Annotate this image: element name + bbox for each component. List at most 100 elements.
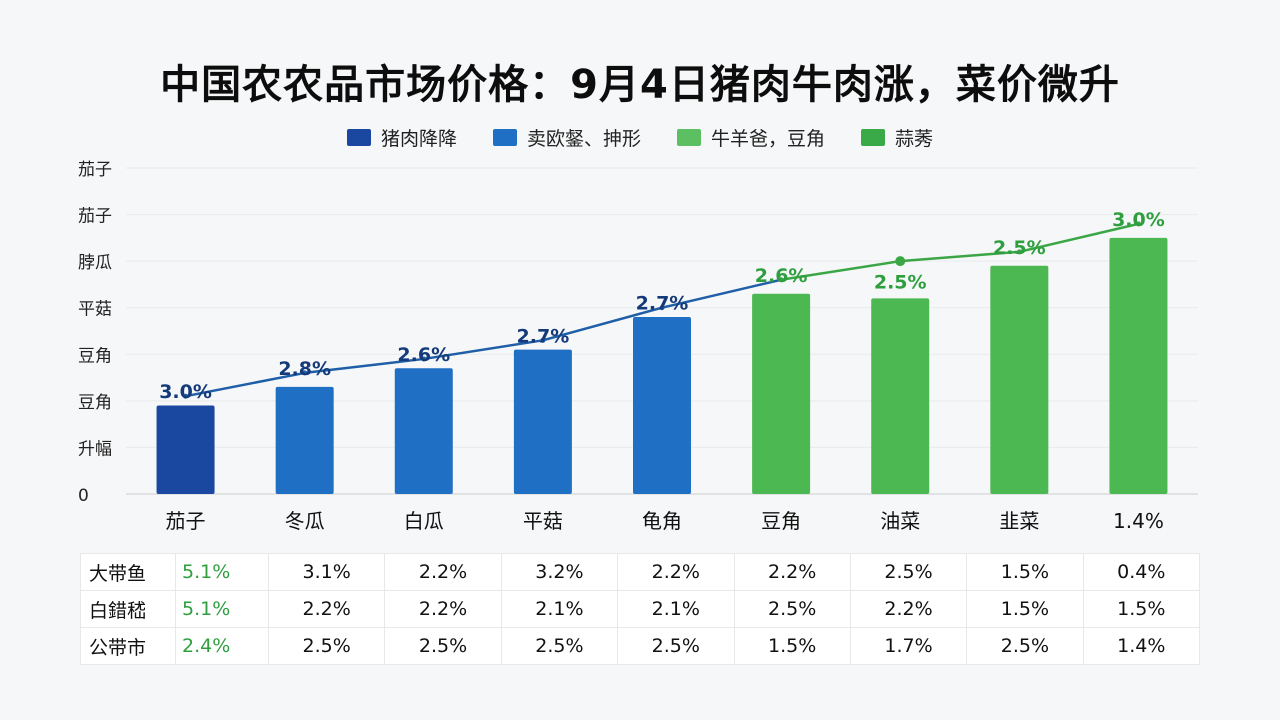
line-point [1135,221,1141,227]
legend-item: 卖欧錖、抻形 [492,124,641,151]
bar [990,265,1049,494]
table-cell: 0.4% [1082,553,1201,591]
data-label: 3.0% [159,381,212,403]
table-cell: 2.2% [849,590,968,628]
table-cell: 2.4% [175,627,269,665]
legend-label: 猪肉降降 [380,128,457,150]
line-segment [661,278,782,309]
table-cell: 1.5% [1082,590,1201,628]
table-body: 大带鱼 5.1% 3.1% 2.2% 3.2% 2.2% 2.2% 2.5% 1.5% 0.4% 白… [80,553,1201,665]
table-cell: 2.2% [384,590,502,628]
line-point [895,256,906,267]
table-cell: 2.5% [267,627,386,665]
table-cell: 2.5% [849,553,968,591]
line-point [659,305,665,311]
x-tick-label: 韭菜 [999,509,1039,533]
legend-label: 卖欧錖、抻形 [526,128,641,150]
table-cell: 1.4% [1082,627,1201,665]
table-cell: 1.5% [733,627,851,665]
bar [275,386,334,494]
legend-swatch [861,129,886,146]
legend-label: 牛羊爸，豆角 [711,128,826,150]
line-segment [780,259,901,282]
table-cell: 2.1% [500,590,619,628]
x-tick-label: 油菜 [880,509,920,533]
x-tick-label: 白瓜 [404,509,444,533]
table-cell: 2.2% [733,553,851,591]
x-tick-label: 冬瓜 [285,509,325,533]
legend-swatch [346,129,371,146]
table-row: 公带市 2.4% 2.5% 2.5% 2.5% 2.5% 1.5% 1.7% 2.5% 1.4% [80,627,1201,665]
bar [156,405,215,494]
line-point [1016,249,1022,255]
data-label: 2.7% [636,293,689,315]
legend: 猪肉降降 卖欧錖、抻形 牛羊爸，豆角 蒜莠 [0,124,1280,151]
data-label: 2.8% [278,358,331,380]
y-tick-label: 脖瓜 [78,253,112,273]
y-tick-label: 0 [78,486,89,506]
x-tick-label: 龟角 [642,509,682,533]
bar [513,349,572,494]
legend-swatch [677,129,701,146]
bar [394,368,453,494]
x-tick-label: 豆角 [761,509,801,533]
table-cell: 1.7% [849,627,968,665]
x-tick-label: 1.4% [1113,509,1164,533]
line-point [183,393,189,399]
line-segment [1019,222,1139,254]
y-tick-label: 平菇 [78,300,112,320]
legend-label: 蒜莠 [895,128,934,150]
y-tick-label: 茄子 [78,207,112,227]
line-point [778,277,784,283]
table-cell: 5.1% [175,553,269,591]
table-row: 大带鱼 5.1% 3.1% 2.2% 3.2% 2.2% 2.2% 2.5% 1.5% 0.4% [80,553,1201,591]
line-segment [900,250,1020,263]
line-segment [185,371,305,398]
table-cell: 2.5% [966,627,1084,665]
bar [633,317,691,494]
data-label: 2.7% [517,325,570,347]
line-point [421,356,427,362]
data-label: 3.0% [1112,209,1165,231]
y-tick-label: 豆角 [78,346,112,366]
y-tick-label: 升幅 [78,439,112,459]
data-label: 2.5% [874,271,927,293]
table-row-label: 白錯嵇 [80,590,176,628]
table-cell: 2.2% [617,553,735,591]
line-segment [542,306,663,342]
table-cell: 2.5% [733,590,851,628]
legend-swatch [492,129,517,146]
data-label: 2.6% [397,344,450,366]
table-row-label: 公带市 [80,627,176,665]
chart-title: 中国农农品市场价格：9月4日猪肉牛肉涨，菜价微升 [160,62,1120,108]
data-label: 2.5% [993,237,1046,259]
line-point [302,370,308,376]
table-row: 白錯嵇 5.1% 2.2% 2.2% 2.1% 2.1% 2.5% 2.2% 1.5% 1.5% [80,590,1201,628]
table-cell: 2.1% [617,590,735,628]
bar [1109,237,1168,494]
y-tick-label: 茄子 [78,160,112,180]
table-cell: 2.5% [617,627,735,665]
table-cell: 2.5% [500,627,619,665]
legend-item: 猪肉降降 [346,124,457,151]
table-cell: 2.2% [384,553,502,591]
y-tick-label: 豆角 [78,393,112,413]
table-cell: 2.2% [267,590,386,628]
table-cell: 1.5% [966,553,1084,591]
table-cell: 2.5% [384,627,502,665]
table-row-label: 大带鱼 [80,553,176,591]
data-table: 大带鱼 5.1% 3.1% 2.2% 3.2% 2.2% 2.2% 2.5% 1.5% 0.4% 白… [80,553,1201,665]
line-segment [423,339,544,361]
table-cell: 5.1% [175,590,269,628]
bar [871,298,930,494]
data-label: 2.6% [755,265,808,287]
x-tick-label: 平菇 [523,509,563,533]
bar [752,293,811,494]
x-tick-label: 茄子 [166,509,206,533]
legend-item: 蒜莠 [861,124,933,151]
table-cell: 3.1% [267,553,386,591]
table-cell: 3.2% [500,553,619,591]
legend-item: 牛羊爸，豆角 [677,124,825,151]
line-segment [304,357,424,375]
